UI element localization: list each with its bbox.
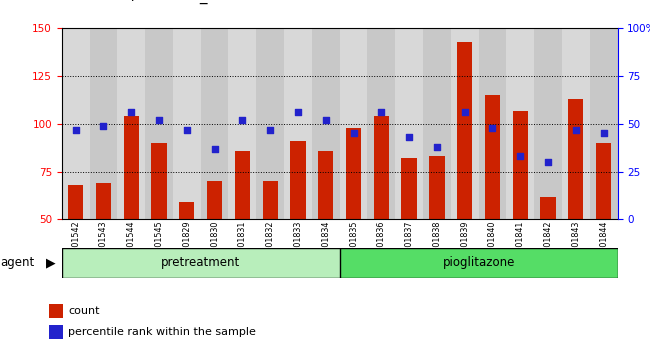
Point — [320, 117, 331, 123]
Bar — [49, 325, 62, 339]
Bar — [457, 42, 473, 219]
Point — [237, 117, 248, 123]
Bar — [478, 28, 506, 219]
Text: ▶: ▶ — [46, 256, 55, 269]
Point — [126, 110, 136, 115]
Text: pretreatment: pretreatment — [161, 256, 240, 269]
Bar — [145, 28, 173, 219]
Point — [543, 159, 553, 165]
Point — [292, 110, 303, 115]
Bar — [506, 28, 534, 219]
Bar — [291, 141, 306, 219]
Point — [98, 123, 109, 129]
Bar — [235, 151, 250, 219]
Point — [348, 131, 359, 136]
Bar — [173, 28, 201, 219]
FancyBboxPatch shape — [339, 248, 618, 278]
Bar — [68, 185, 83, 219]
Bar — [568, 99, 584, 219]
Bar — [256, 28, 284, 219]
Point — [209, 146, 220, 152]
Bar — [451, 28, 478, 219]
Point — [376, 110, 387, 115]
Bar — [312, 28, 340, 219]
Text: agent: agent — [0, 256, 34, 269]
Bar — [90, 28, 117, 219]
Point — [571, 127, 581, 132]
Point — [154, 117, 164, 123]
Point — [265, 127, 276, 132]
Bar — [229, 28, 256, 219]
Bar — [562, 28, 590, 219]
Bar — [318, 151, 333, 219]
Point — [181, 127, 192, 132]
Bar — [346, 128, 361, 219]
Point — [515, 154, 525, 159]
Point — [488, 125, 498, 131]
Bar — [207, 181, 222, 219]
Text: pioglitazone: pioglitazone — [443, 256, 515, 269]
Text: GDS4132 / 239827_at: GDS4132 / 239827_at — [55, 0, 223, 4]
FancyBboxPatch shape — [62, 248, 339, 278]
Bar — [534, 28, 562, 219]
Bar — [513, 110, 528, 219]
Bar — [423, 28, 451, 219]
Point — [460, 110, 470, 115]
Bar — [151, 143, 166, 219]
Bar — [485, 95, 500, 219]
Point — [432, 144, 442, 150]
Bar — [429, 156, 445, 219]
Point — [599, 131, 609, 136]
Bar — [374, 116, 389, 219]
Bar — [395, 28, 423, 219]
Bar — [263, 181, 278, 219]
Bar — [179, 202, 194, 219]
Bar — [339, 28, 367, 219]
Bar — [201, 28, 229, 219]
Bar — [540, 196, 556, 219]
Point — [404, 135, 414, 140]
Bar — [284, 28, 312, 219]
Text: count: count — [68, 306, 99, 316]
Bar — [49, 304, 62, 318]
Text: percentile rank within the sample: percentile rank within the sample — [68, 327, 256, 337]
Bar — [124, 116, 139, 219]
Bar — [596, 143, 611, 219]
Bar — [62, 28, 90, 219]
Bar — [367, 28, 395, 219]
Bar — [117, 28, 145, 219]
Bar — [402, 158, 417, 219]
Bar — [96, 183, 111, 219]
Bar — [590, 28, 618, 219]
Point — [70, 127, 81, 132]
